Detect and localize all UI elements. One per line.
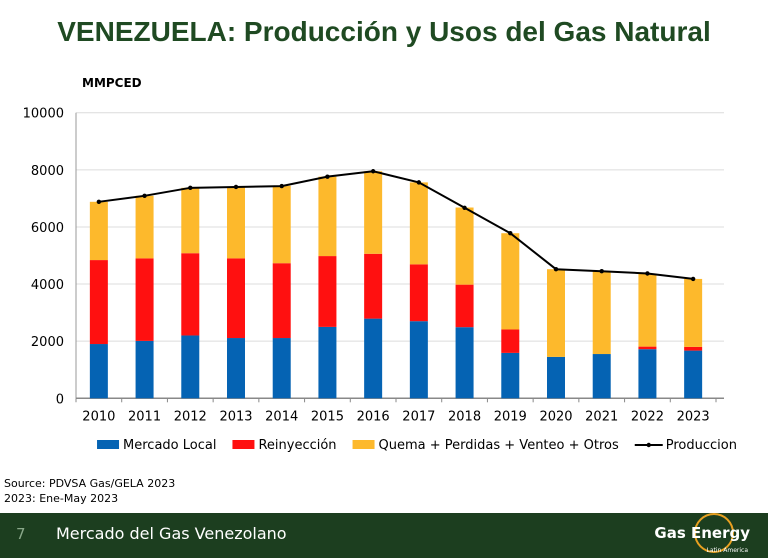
bar-reinyecci-n-2010 bbox=[89, 260, 108, 345]
produccion-point-2023 bbox=[690, 276, 696, 282]
y-tick-label: 0 bbox=[56, 392, 64, 407]
bar-quema-perdidas-venteo-otros-2020 bbox=[547, 269, 565, 357]
footer-title: Mercado del Gas Venezolano bbox=[56, 524, 287, 543]
bar-mercado-local-2014 bbox=[272, 338, 291, 399]
x-tick-label: 2022 bbox=[631, 409, 664, 424]
legend-swatch bbox=[232, 440, 255, 449]
x-tick-label: 2018 bbox=[448, 409, 481, 424]
y-tick-label: 2000 bbox=[31, 335, 64, 350]
produccion-point-2016 bbox=[370, 169, 376, 174]
y-tick-label: 8000 bbox=[31, 164, 64, 179]
x-tick-label: 2019 bbox=[494, 409, 527, 424]
bar-reinyecci-n-2012 bbox=[181, 253, 200, 336]
bar-quema-perdidas-venteo-otros-2023 bbox=[684, 278, 703, 347]
bar-quema-perdidas-venteo-otros-2022 bbox=[638, 273, 657, 347]
period-note: 2023: Ene-May 2023 bbox=[4, 492, 119, 505]
y-tick-label: 6000 bbox=[31, 221, 64, 236]
bar-mercado-local-2019 bbox=[501, 352, 520, 399]
bar-quema-perdidas-venteo-otros-2019 bbox=[501, 233, 520, 330]
x-tick-label: 2013 bbox=[219, 409, 252, 424]
bar-mercado-local-2017 bbox=[409, 321, 428, 399]
footer-bar: 7 Mercado del Gas Venezolano Gas Energy … bbox=[0, 513, 768, 558]
x-tick-label: 2010 bbox=[82, 409, 115, 424]
bar-quema-perdidas-venteo-otros-2017 bbox=[409, 182, 428, 265]
x-tick-label: 2021 bbox=[585, 409, 618, 424]
bar-quema-perdidas-venteo-otros-2015 bbox=[318, 176, 337, 257]
produccion-point-2021 bbox=[599, 269, 604, 274]
bar-reinyecci-n-2011 bbox=[135, 258, 154, 341]
legend-label: Produccion bbox=[666, 438, 737, 453]
legend-line-marker bbox=[646, 442, 651, 448]
bar-mercado-local-2022 bbox=[638, 349, 657, 399]
y-axis-unit-label: MMPCED bbox=[82, 76, 142, 90]
bar-mercado-local-2013 bbox=[227, 338, 245, 399]
produccion-point-2022 bbox=[645, 271, 650, 276]
bar-mercado-local-2011 bbox=[135, 340, 154, 399]
x-tick-label: 2014 bbox=[265, 409, 298, 424]
produccion-point-2019 bbox=[508, 231, 513, 236]
produccion-point-2017 bbox=[416, 180, 422, 185]
produccion-point-2020 bbox=[553, 267, 559, 272]
bar-quema-perdidas-venteo-otros-2021 bbox=[592, 271, 611, 355]
x-tick-label: 2016 bbox=[357, 409, 390, 424]
logo-text: Gas Energy bbox=[654, 524, 750, 542]
bar-reinyecci-n-2023 bbox=[684, 346, 703, 351]
bar-reinyecci-n-2014 bbox=[272, 263, 291, 339]
legend-swatch bbox=[352, 440, 375, 449]
bar-quema-perdidas-venteo-otros-2018 bbox=[455, 207, 474, 285]
produccion-point-2018 bbox=[462, 205, 467, 211]
stacked-bar-chart: 0 2000 4000 6000 8000 10000 2010 2011 2012 2013 20… bbox=[23, 107, 737, 453]
bar-mercado-local-2010 bbox=[89, 344, 108, 399]
y-tick-label: 10000 bbox=[23, 107, 64, 122]
x-tick-label: 2020 bbox=[539, 409, 572, 424]
page-number: 7 bbox=[16, 525, 26, 543]
produccion-point-2012 bbox=[188, 185, 193, 191]
bar-reinyecci-n-2019 bbox=[501, 329, 520, 353]
legend-swatch bbox=[97, 440, 120, 449]
globe-icon bbox=[694, 513, 734, 553]
bar-quema-perdidas-venteo-otros-2011 bbox=[135, 195, 154, 259]
produccion-point-2014 bbox=[279, 183, 284, 189]
produccion-point-2015 bbox=[325, 174, 330, 179]
bar-mercado-local-2020 bbox=[547, 356, 565, 399]
bar-mercado-local-2016 bbox=[364, 318, 383, 399]
bar-quema-perdidas-venteo-otros-2012 bbox=[181, 187, 200, 254]
produccion-point-2013 bbox=[233, 184, 239, 190]
bar-mercado-local-2021 bbox=[592, 354, 611, 399]
bar-reinyecci-n-2013 bbox=[227, 258, 245, 339]
bar-mercado-local-2012 bbox=[181, 335, 200, 399]
bar-reinyecci-n-2017 bbox=[409, 264, 428, 322]
bar-quema-perdidas-venteo-otros-2010 bbox=[89, 201, 108, 261]
bar-mercado-local-2015 bbox=[318, 326, 337, 399]
bar-quema-perdidas-venteo-otros-2014 bbox=[272, 185, 291, 264]
bar-reinyecci-n-2015 bbox=[318, 256, 337, 327]
x-tick-label: 2023 bbox=[677, 409, 710, 424]
produccion-line bbox=[98, 170, 694, 280]
legend-label: Mercado Local bbox=[123, 438, 216, 453]
x-tick-label: 2015 bbox=[311, 409, 344, 424]
bar-reinyecci-n-2022 bbox=[638, 346, 657, 350]
bar-mercado-local-2018 bbox=[455, 327, 474, 399]
bar-quema-perdidas-venteo-otros-2016 bbox=[364, 171, 383, 254]
x-tick-label: 2012 bbox=[174, 409, 207, 424]
produccion-point-2011 bbox=[142, 193, 147, 199]
legend-label: Quema + Perdidas + Venteo + Otros bbox=[379, 438, 619, 453]
x-tick-label: 2011 bbox=[128, 409, 161, 424]
bar-reinyecci-n-2016 bbox=[364, 253, 383, 319]
produccion-point-2010 bbox=[96, 199, 102, 205]
page-title: VENEZUELA: Producción y Usos del Gas Nat… bbox=[57, 16, 711, 47]
logo-subtext: Latin America bbox=[706, 547, 749, 554]
y-tick-label: 4000 bbox=[31, 278, 64, 293]
source-note: Source: PDVSA Gas/GELA 2023 bbox=[4, 477, 176, 490]
gas-energy-logo: Gas Energy Latin America bbox=[654, 513, 750, 557]
bar-reinyecci-n-2018 bbox=[455, 284, 474, 328]
legend-label: Reinyección bbox=[258, 438, 336, 453]
bar-quema-perdidas-venteo-otros-2013 bbox=[227, 186, 245, 259]
x-tick-label: 2017 bbox=[402, 409, 435, 424]
bar-mercado-local-2023 bbox=[684, 350, 703, 399]
